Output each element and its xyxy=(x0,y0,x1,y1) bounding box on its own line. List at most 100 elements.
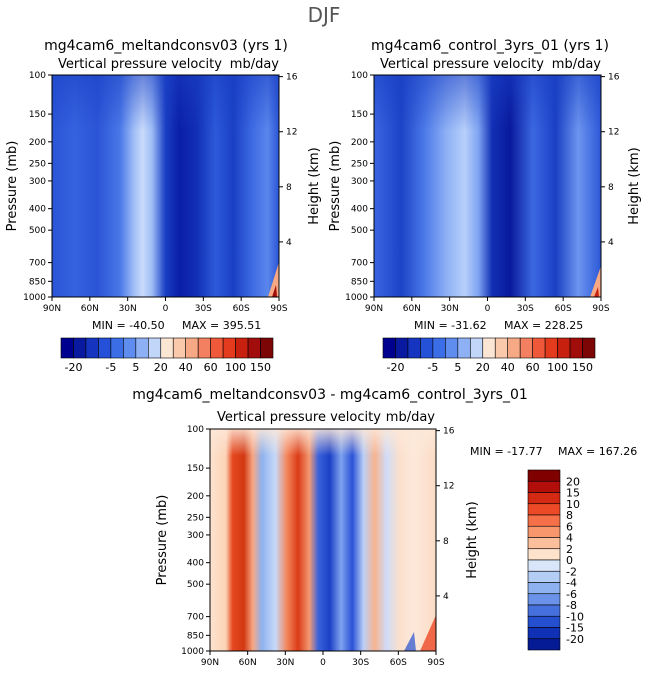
panel-3: mg4cam6_meltandconsv03 - mg4cam6_control… xyxy=(132,387,637,668)
panel-2-lat-tick-label: 60S xyxy=(555,304,572,314)
panel-3-lat-tick-label: 60S xyxy=(390,658,407,668)
panel-1-pressure-tick-label: 200 xyxy=(29,138,46,148)
colorbar-absolute-right-swatch xyxy=(519,337,533,359)
colorbar-difference-swatch xyxy=(527,593,561,606)
panel-2-pressure-ticks: 100 150 200 250 300 400 500 700 850 1000 xyxy=(345,71,374,303)
panel-2-pressure-tick-label: 850 xyxy=(351,277,368,287)
panel-1-pressure-tick-label: 850 xyxy=(29,277,46,287)
panel-1-subtitle-right: mb/day xyxy=(230,57,280,72)
panel-3-surface-feature-blue xyxy=(404,632,416,651)
panel-2-height-tick-label: 8 xyxy=(608,183,614,193)
colorbar-difference-swatch xyxy=(527,469,561,482)
panel-1-height-ticks: 4 8 12 16 xyxy=(279,73,298,248)
colorbar-absolute-left-swatch xyxy=(60,337,74,359)
panel-3-ylabel-left: Pressure (mb) xyxy=(155,495,170,586)
panel-3-height-tick-label: 12 xyxy=(443,482,454,492)
panel-2-lat-tick-label: 60N xyxy=(403,304,421,314)
panel-1-lat-tick-label: 0 xyxy=(163,304,169,314)
colorbar-difference-label: 0 xyxy=(566,554,573,567)
panel-1-title: mg4cam6_meltandconsv03 (yrs 1) xyxy=(44,38,288,54)
panel-3-pressure-ticks: 100 150 200 250 300 400 500 700 850 1000 xyxy=(181,425,210,657)
colorbar-difference-swatch xyxy=(527,615,561,628)
colorbar-absolute-right-label: 5 xyxy=(454,361,461,374)
colorbar-difference-swatch xyxy=(527,548,561,561)
panel-3-lat-tick-label: 0 xyxy=(320,658,326,668)
colorbar-absolute-right-label: 40 xyxy=(501,361,515,374)
colorbar-absolute-left-swatch xyxy=(110,337,124,359)
colorbar-absolute-left-swatch xyxy=(73,337,87,359)
colorbar-difference-label: -15 xyxy=(566,622,584,635)
colorbar-absolute-left-swatch xyxy=(135,337,149,359)
panel-1-min-label: MIN = -40.50 xyxy=(92,319,165,332)
colorbar-difference-label: 4 xyxy=(566,532,573,545)
colorbar-absolute-left-swatch xyxy=(160,337,174,359)
panel-1-lat-tick-label: 60S xyxy=(233,304,250,314)
panel-3-surface-feature xyxy=(420,615,436,651)
colorbar-absolute-left-label: -5 xyxy=(105,361,116,374)
panel-1-lat-tick-label: 90N xyxy=(43,304,61,314)
panel-3-pressure-tick-label: 150 xyxy=(187,464,204,474)
colorbar-absolute-left-swatch xyxy=(185,337,199,359)
colorbar-absolute-right-swatch xyxy=(557,337,571,359)
colorbar-difference-label: -2 xyxy=(566,565,577,578)
panel-2-title: mg4cam6_control_3yrs_01 (yrs 1) xyxy=(371,38,609,54)
colorbar-difference-swatch xyxy=(527,627,561,640)
panel-2-pressure-tick-label: 150 xyxy=(351,110,368,120)
panel-1-field-overlay xyxy=(52,75,279,297)
panel-3-field-overlay xyxy=(210,429,436,651)
panel-3-lat-ticks: 90N 60N 30N 0 30S 60S 90S xyxy=(201,651,445,668)
panel-1-height-tick-label: 16 xyxy=(286,73,298,83)
colorbar-difference-swatch xyxy=(527,604,561,617)
colorbar-absolute-right-swatch xyxy=(482,337,496,359)
colorbar-absolute-right-swatch xyxy=(532,337,546,359)
panel-3-title: mg4cam6_meltandconsv03 - mg4cam6_control… xyxy=(132,387,528,403)
colorbar-absolute-right-label: -20 xyxy=(386,361,404,374)
colorbar-difference-label: 8 xyxy=(566,509,573,522)
colorbar-absolute-left-label: 60 xyxy=(204,361,218,374)
panel-3-pressure-tick-label: 400 xyxy=(187,559,204,569)
panel-2-surface-feature-dark xyxy=(594,287,599,297)
colorbar-absolute-right-swatch xyxy=(569,337,583,359)
panel-2-ylabel-left: Pressure (mb) xyxy=(328,141,343,232)
panel-3-pressure-tick-label: 300 xyxy=(187,531,204,541)
panel-3-subtitle-right: mb/day xyxy=(386,410,436,425)
colorbar-absolute-left-label: -20 xyxy=(64,361,82,374)
colorbar-absolute-left-swatch xyxy=(260,337,274,359)
panel-1-pressure-tick-label: 250 xyxy=(29,159,46,169)
panel-3-pressure-tick-label: 1000 xyxy=(181,647,204,657)
colorbar-difference-label: 6 xyxy=(566,520,573,533)
panel-3-pressure-tick-label: 100 xyxy=(187,425,204,435)
panel-3-subtitle-left: Vertical pressure velocity xyxy=(217,410,381,425)
colorbar-difference-swatch xyxy=(527,503,561,516)
colorbar-absolute-right-swatch xyxy=(395,337,409,359)
panel-3-height-ticks: 4 8 12 16 xyxy=(436,427,455,602)
colorbar-absolute-right-swatch xyxy=(544,337,558,359)
panel-2-pressure-tick-label: 200 xyxy=(351,138,368,148)
colorbar-absolute-right-label: 60 xyxy=(526,361,540,374)
panel-2-min-label: MIN = -31.62 xyxy=(414,319,487,332)
colorbar-absolute-left-swatch xyxy=(172,337,187,359)
colorbar-absolute-right-label: -5 xyxy=(427,361,438,374)
colorbar-difference-swatch xyxy=(527,492,561,505)
panel-2-lat-tick-label: 90N xyxy=(365,304,383,314)
panel-3-lat-tick-label: 30N xyxy=(276,658,294,668)
panel-1-height-tick-label: 8 xyxy=(286,183,292,193)
colorbar-absolute-left: -20 -5 5 20 40 60 100 150 xyxy=(60,337,274,374)
panel-2-lat-tick-label: 30N xyxy=(441,304,459,314)
panel-1-lat-tick-label: 60N xyxy=(81,304,99,314)
colorbar-difference-swatch xyxy=(527,638,561,651)
panel-1-pressure-tick-label: 400 xyxy=(29,205,46,215)
colorbar-absolute-right: -20 -5 5 20 40 60 100 150 xyxy=(382,337,596,374)
colorbar-absolute-left-swatch xyxy=(147,337,162,359)
figure-title: DJF xyxy=(308,3,341,27)
panel-2-height-tick-label: 16 xyxy=(608,73,620,83)
panel-2-height-tick-label: 4 xyxy=(608,238,614,248)
colorbar-absolute-left-swatch xyxy=(210,337,224,359)
panel-1-lat-tick-label: 90S xyxy=(270,304,287,314)
colorbar-difference-swatch xyxy=(527,559,561,572)
panel-3-pressure-tick-label: 500 xyxy=(187,580,204,590)
panel-2: mg4cam6_control_3yrs_01 (yrs 1) Vertical… xyxy=(328,38,642,332)
colorbar-difference-label: 15 xyxy=(566,487,580,500)
